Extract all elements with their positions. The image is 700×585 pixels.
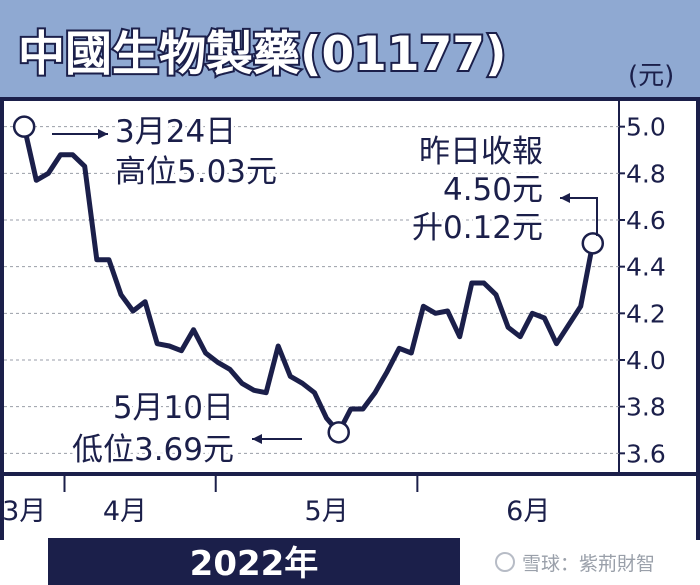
- x-axis: 3月 4月 5月 6月: [2, 476, 550, 527]
- annotation-marker: [581, 232, 605, 255]
- annotation-text: 升0.12元: [412, 210, 543, 246]
- x-tick-label: 6月: [506, 496, 550, 527]
- y-tick-label: 4.4: [626, 253, 666, 282]
- x-tick-label: 5月: [305, 496, 349, 527]
- annotation-text: 高位5.03元: [115, 154, 277, 190]
- annotation-text: 5月10日: [113, 390, 234, 426]
- header-divider: [0, 97, 700, 101]
- header-band: [0, 0, 700, 98]
- annotation-text: 低位3.69元: [72, 432, 234, 468]
- year-banner: [48, 538, 460, 585]
- y-axis-ticks: 5.0 4.8 4.6 4.4 4.2 4.0 3.8 3.6: [619, 113, 666, 468]
- y-tick-label: 3.8: [626, 393, 666, 422]
- x-tick-label: 3月: [2, 496, 46, 527]
- annotation-arrowhead: [252, 434, 262, 444]
- watermark-text: 雪球：紫荊財智: [522, 553, 655, 575]
- y-tick-label: 4.6: [626, 206, 666, 235]
- annotation-marker: [327, 421, 350, 444]
- annotation-text: 4.50元: [443, 172, 543, 208]
- y-tick-label: 4.8: [626, 159, 666, 188]
- left-border: [0, 101, 4, 546]
- annotation-arrowhead: [560, 193, 570, 203]
- snowball-logo-icon: [495, 552, 515, 572]
- watermark: 雪球：紫荊財智: [495, 552, 655, 575]
- annotation-text: 3月24日: [115, 114, 236, 150]
- series-group: [21, 124, 596, 435]
- annotation-arrowhead: [98, 129, 108, 139]
- y-tick-label: 3.6: [626, 439, 666, 468]
- unit-label: (元): [628, 61, 674, 91]
- x-tick-label: 4月: [103, 496, 147, 527]
- plot-area: [4, 101, 619, 473]
- y-tick-label: 4.2: [626, 299, 666, 328]
- annotation-text: 昨日收報: [419, 134, 543, 170]
- annotation-marker: [12, 115, 36, 138]
- year-label: 2022年: [190, 544, 319, 584]
- y-tick-label: 4.0: [626, 346, 666, 375]
- annotation-arrow: [560, 197, 598, 236]
- series-line: [21, 124, 596, 435]
- right-border: [696, 101, 700, 546]
- y-tick-label: 5.0: [626, 113, 666, 142]
- x-axis-line: [0, 472, 700, 476]
- grid-lines: [4, 126, 619, 454]
- chart-title: 中國生物製藥(01177): [18, 27, 506, 82]
